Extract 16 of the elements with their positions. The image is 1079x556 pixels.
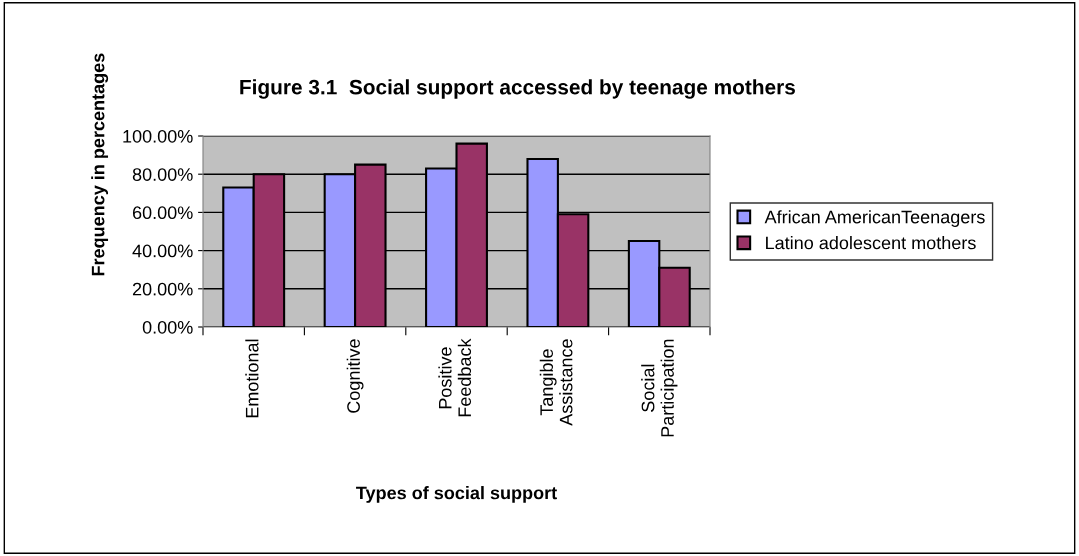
y-tick-label: 0.00%: [142, 320, 193, 334]
y-axis-title: Frequency in percentages: [91, 53, 109, 276]
x-tick-label: Tangible Assistance: [539, 339, 573, 426]
x-tick-label: Emotional: [245, 339, 259, 418]
chart-title: Figure 3.1 Social support accessed by teenage mothers: [240, 79, 795, 99]
x-axis-title: Types of social support: [356, 486, 557, 503]
x-tick-label: Cognitive: [346, 339, 364, 413]
legend-label: Latino adolescent mothers: [766, 236, 976, 250]
y-tick-label: 20.00%: [132, 282, 193, 296]
y-tick-label: 60.00%: [132, 206, 193, 220]
y-tick-label: 40.00%: [132, 244, 193, 258]
legend-label: African AmericanTeenagers: [764, 210, 985, 227]
x-tick-label: Social Participation: [641, 339, 678, 437]
y-tick-label: 100.00%: [123, 129, 193, 143]
x-tick-label: Positive Feedback: [438, 338, 472, 417]
y-tick-label: 80.00%: [132, 168, 193, 181]
